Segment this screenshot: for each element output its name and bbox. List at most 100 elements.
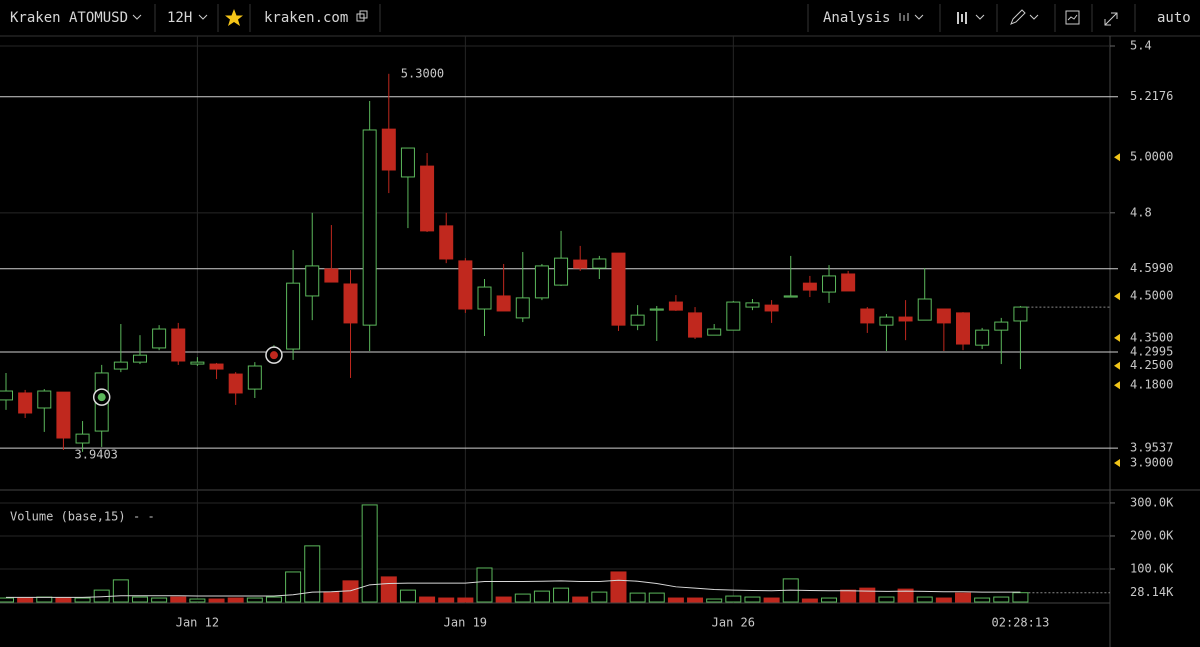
volume-bar (629, 592, 646, 603)
volume-bar (170, 596, 187, 603)
candle-body (592, 258, 607, 269)
countdown: 02:28:13 (992, 616, 1050, 630)
volume-bar (438, 597, 455, 603)
volume-bars (0, 504, 1029, 603)
volume-bar (993, 596, 1010, 603)
candle-body (171, 328, 186, 362)
price-level-label: 4.5990 (1130, 261, 1173, 275)
alert-label: 4.2500 (1130, 358, 1173, 372)
price-level-label: 4.2995 (1130, 344, 1173, 358)
x-tick-label: Jan 19 (444, 616, 487, 630)
volume-bar (55, 597, 72, 603)
volume-bar (763, 597, 780, 603)
volume-bar (514, 593, 531, 603)
volume-bar (495, 596, 512, 603)
candles (0, 73, 1028, 452)
candle-body (860, 308, 875, 324)
draw-icon[interactable] (1010, 9, 1026, 25)
alert-marker (1114, 153, 1120, 162)
candle-body (668, 301, 683, 311)
volume-bar (457, 597, 474, 603)
volume-bar (533, 590, 550, 603)
volume-bar (687, 597, 704, 603)
volume-bar (706, 598, 723, 603)
candle-body (400, 147, 415, 178)
candle-body (132, 354, 147, 363)
candle-body (841, 273, 856, 292)
volume-bar (246, 597, 263, 603)
scale-mode[interactable]: auto (1157, 10, 1191, 26)
y-tick-label: 5.4 (1130, 39, 1152, 53)
volume-bar (801, 598, 818, 603)
volume-bar (1012, 592, 1029, 603)
volume-bar (208, 598, 225, 603)
chevron (132, 14, 142, 20)
alert-label: 4.5000 (1130, 289, 1173, 303)
candle-body (190, 361, 205, 365)
volume-bar (955, 592, 971, 603)
favorite-star[interactable] (225, 9, 243, 26)
candle-body (649, 308, 664, 311)
candle-body (630, 314, 645, 326)
volume-bar (821, 597, 838, 603)
volume-bar (878, 596, 895, 603)
candle-body (18, 392, 33, 414)
volume-title: Volume (base,15) (10, 510, 126, 524)
volume-bar (304, 545, 321, 603)
candle-body (0, 390, 13, 401)
candle-body (458, 260, 473, 310)
indicator-icon[interactable] (1065, 10, 1080, 25)
volume-bar (323, 591, 340, 603)
candle-body (898, 316, 913, 322)
price-level-label: 5.2176 (1130, 89, 1173, 103)
candles-icon[interactable] (957, 12, 967, 24)
extreme-label: 5.3000 (401, 66, 444, 80)
x-tick-label: Jan 12 (176, 616, 219, 630)
volume-status: - - (133, 510, 155, 524)
candle-body (956, 312, 970, 345)
chevron (975, 14, 985, 20)
candle-body (822, 275, 837, 293)
alert-marker (1114, 361, 1120, 370)
alert-label: 5.0000 (1130, 150, 1173, 164)
chevron (1029, 14, 1039, 20)
copy-icon (359, 10, 368, 19)
extreme-label: 3.9403 (75, 447, 118, 461)
y-tick-label: 300.0K (1130, 495, 1174, 509)
volume-bar (476, 567, 493, 603)
candle-body (496, 295, 511, 312)
volume-bar (380, 576, 397, 603)
volume-bar (131, 596, 148, 603)
volume-bar (399, 589, 416, 603)
volume-bar (840, 589, 857, 603)
volume-bar (591, 591, 608, 603)
volume-bar (725, 595, 742, 603)
candle-body (381, 128, 396, 171)
candle-body (783, 295, 798, 298)
source[interactable]: kraken.com (264, 10, 348, 26)
interval[interactable]: 12H (167, 10, 192, 26)
candle-body (247, 365, 262, 390)
candle-body (37, 390, 52, 409)
volume-ma (6, 579, 1021, 598)
x-tick-label: Jan 26 (712, 616, 755, 630)
analysis-button[interactable]: Analysis (823, 10, 890, 26)
price-level-label: 3.9537 (1130, 441, 1173, 455)
volume-bar (151, 597, 168, 603)
symbol[interactable]: Kraken ATOMUSD (10, 10, 128, 26)
candle-body (936, 308, 951, 324)
candle-body (343, 283, 358, 324)
alert-marker (1114, 292, 1120, 301)
candle-body (879, 316, 894, 326)
alert-label: 4.1800 (1130, 378, 1173, 392)
indicator-icon (1067, 14, 1078, 21)
trade-marker (97, 393, 106, 402)
candle-body (534, 265, 549, 299)
y-tick-label: 200.0K (1130, 528, 1174, 542)
volume-bar (285, 571, 302, 603)
candle-body (994, 321, 1009, 331)
candle-body (439, 225, 454, 260)
alert-marker (1114, 459, 1120, 468)
fullscreen-icon[interactable] (1104, 12, 1118, 26)
volume-bar (935, 597, 952, 603)
